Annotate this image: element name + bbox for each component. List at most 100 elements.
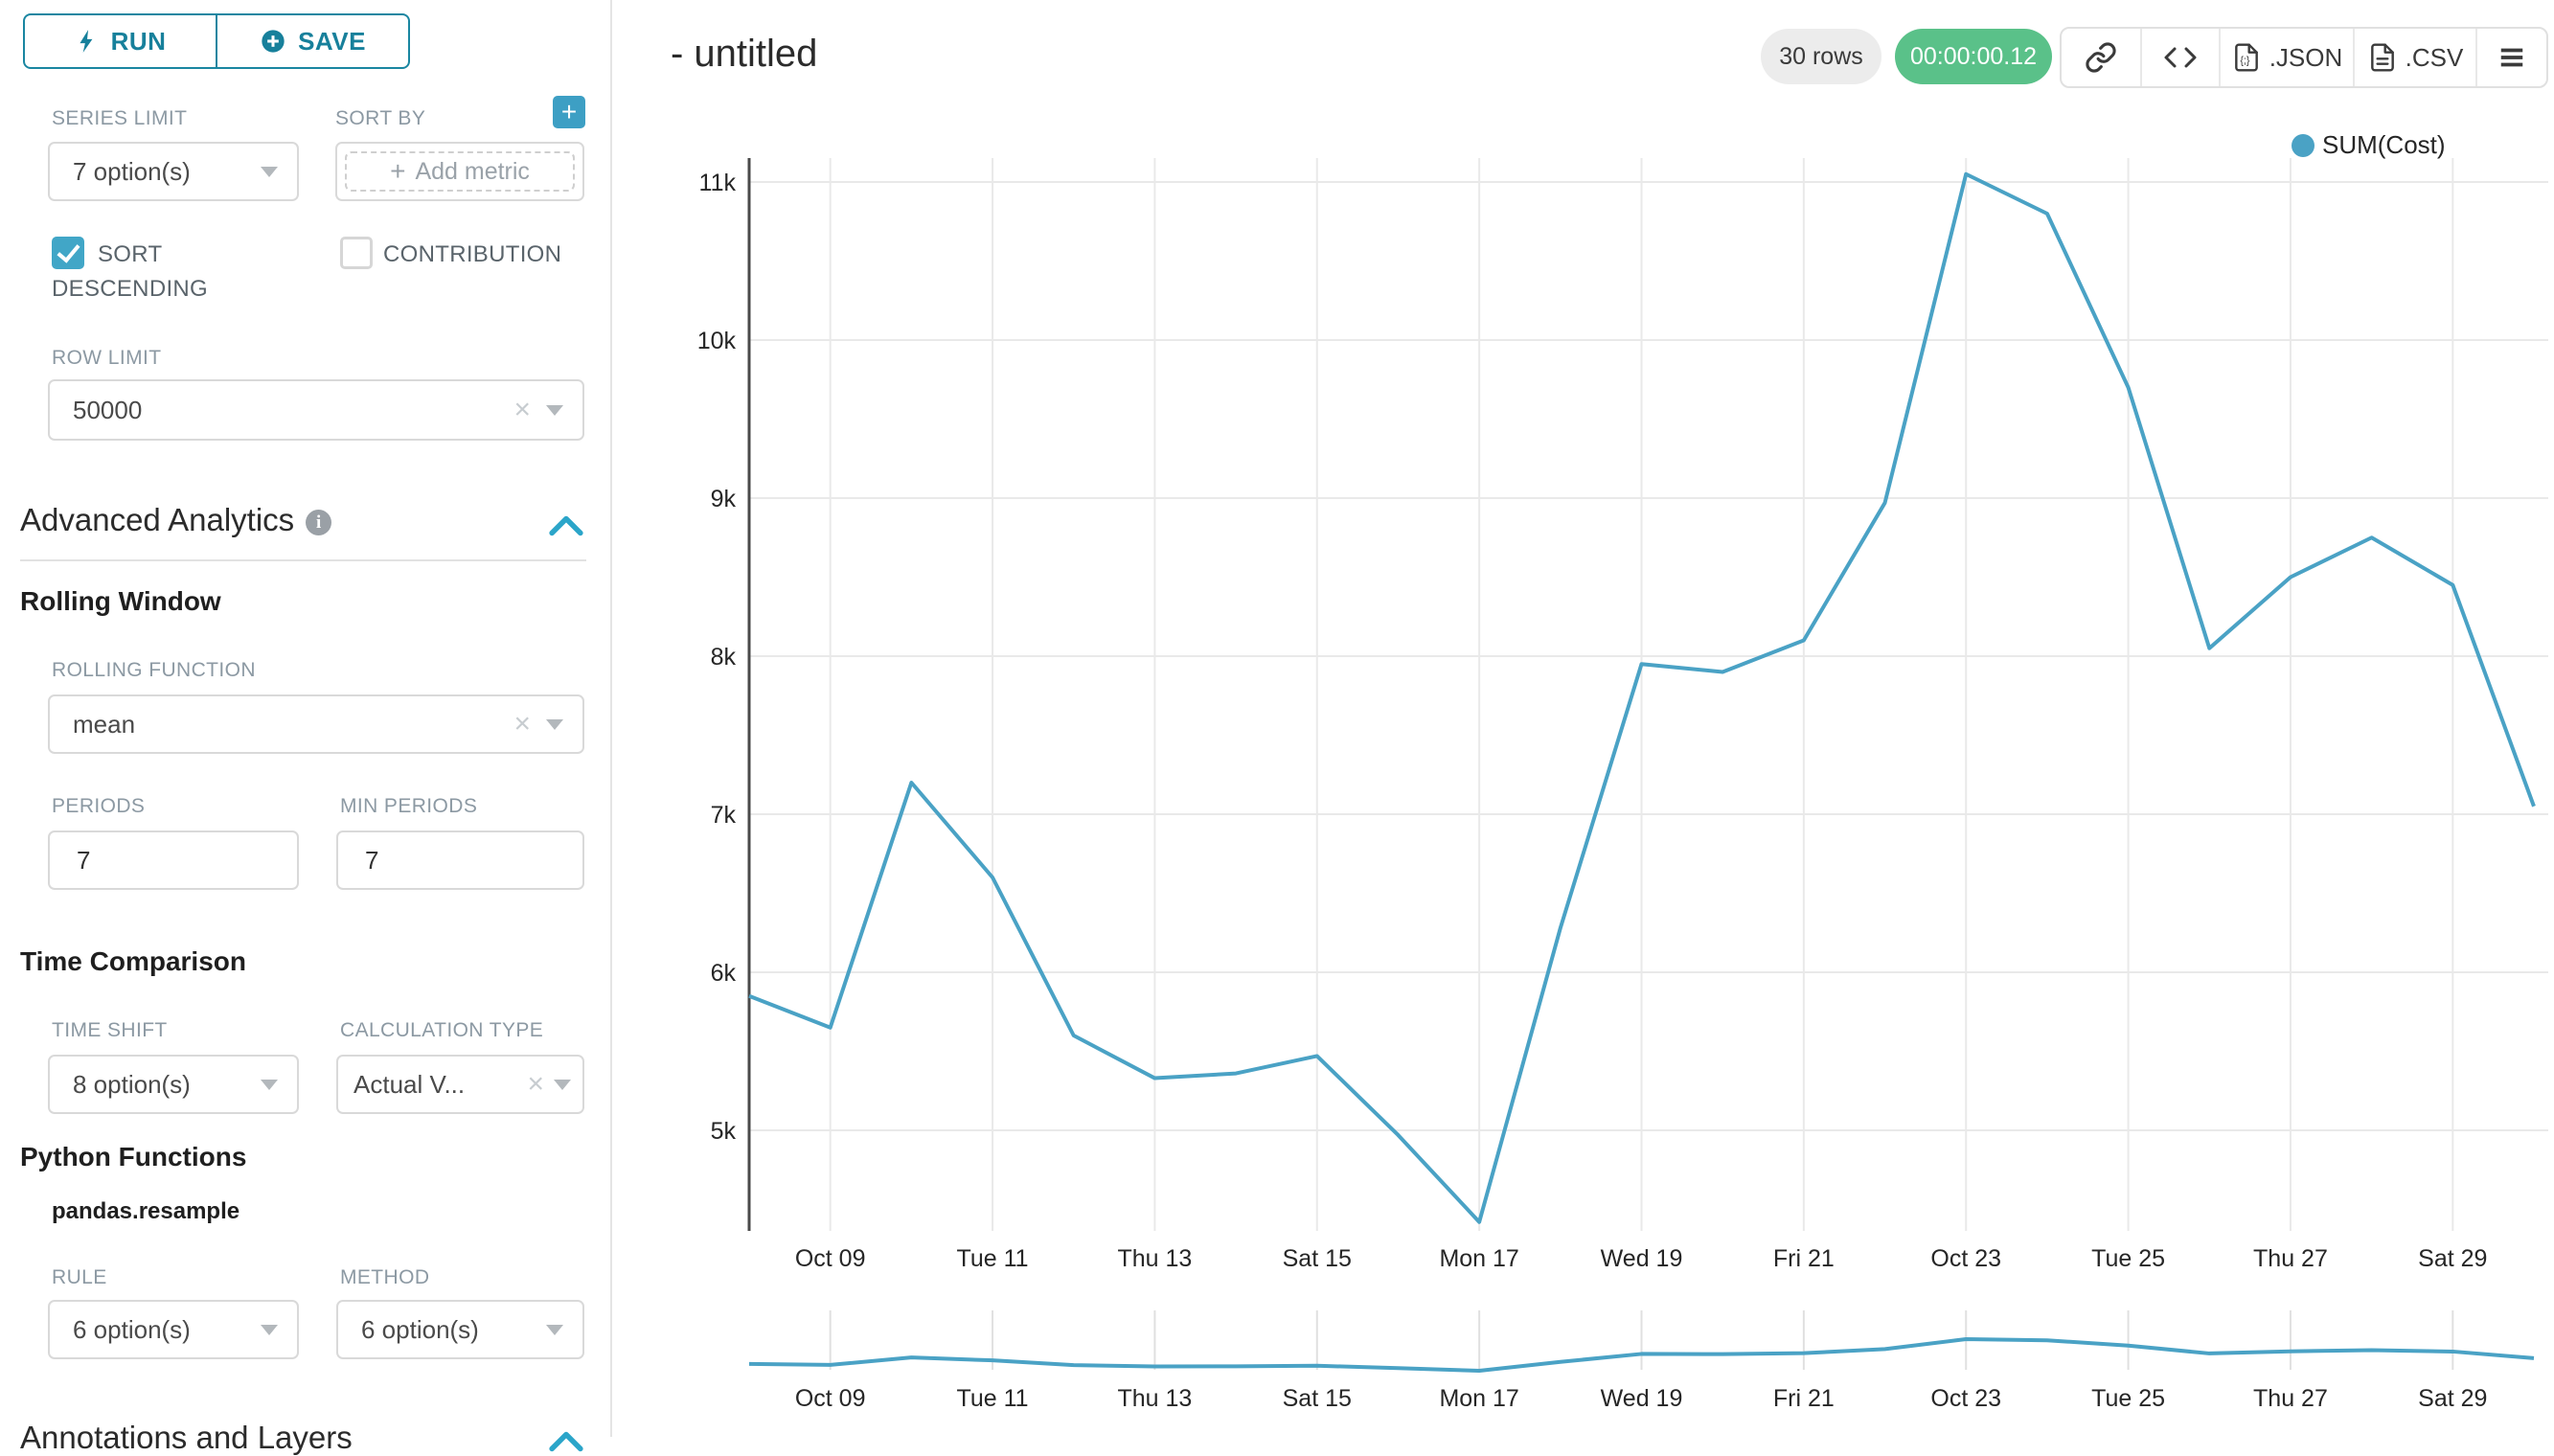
y-tick-label: 9k [711, 486, 737, 512]
pandas-resample-label: pandas.resample [52, 1198, 240, 1224]
rolling-function-label: ROLLING FUNCTION [52, 659, 256, 681]
row-limit-select[interactable]: 50000 × [48, 379, 584, 441]
export-csv-label: .CSV [2405, 42, 2464, 72]
method-select[interactable]: 6 option(s) [336, 1300, 584, 1359]
mini-x-tick-label: Oct 23 [1930, 1385, 2001, 1412]
rolling-window-subheader: Rolling Window [20, 586, 221, 616]
advanced-analytics-header[interactable]: Advanced Analytics i [20, 502, 332, 538]
x-tick-label: Tue 25 [2091, 1245, 2165, 1272]
chart-menu-button[interactable] [2475, 29, 2546, 86]
sort-descending-label-line2: DESCENDING [52, 276, 209, 302]
clear-icon[interactable]: × [513, 708, 531, 739]
legend-dot-icon [2292, 133, 2315, 157]
clear-icon[interactable]: × [513, 394, 531, 425]
x-tick-label: Oct 23 [1930, 1245, 2001, 1272]
time-shift-select[interactable]: 8 option(s) [48, 1055, 299, 1114]
periods-input[interactable]: 7 [48, 830, 299, 890]
periods-label: PERIODS [52, 795, 146, 817]
export-csv-button[interactable]: .CSV [2353, 29, 2475, 86]
mini-series-line [748, 1337, 2535, 1373]
series-limit-select[interactable]: 7 option(s) [48, 142, 299, 201]
x-tick-label: Thu 27 [2253, 1245, 2328, 1272]
x-tick-label: Sat 29 [2418, 1245, 2487, 1272]
view-query-button[interactable] [2140, 29, 2219, 86]
mini-x-tick-label: Sat 29 [2418, 1385, 2487, 1412]
chevron-down-icon [546, 1324, 563, 1335]
rows-count-badge: 30 rows [1761, 29, 1881, 84]
x-tick-label: Thu 13 [1117, 1245, 1192, 1272]
section-divider [20, 559, 586, 561]
run-button[interactable]: RUN [25, 15, 216, 67]
collapse-chevron-up-icon[interactable] [548, 1429, 584, 1454]
mini-x-tick-label: Oct 09 [795, 1385, 866, 1412]
code-icon [2164, 47, 2197, 68]
contribution-checkbox[interactable] [340, 237, 373, 269]
add-metric-button[interactable]: + Add metric [345, 151, 575, 192]
min-periods-input[interactable]: 7 [336, 830, 584, 890]
y-tick-label: 8k [711, 644, 737, 671]
rule-select[interactable]: 6 option(s) [48, 1300, 299, 1359]
y-tick-label: 11k [699, 170, 737, 196]
method-label: METHOD [340, 1266, 430, 1288]
rule-label: RULE [52, 1266, 107, 1288]
chart-title[interactable]: - untitled [671, 33, 818, 75]
clear-icon[interactable]: × [527, 1068, 544, 1100]
y-tick-label: 6k [711, 960, 737, 987]
chevron-down-icon [546, 718, 563, 730]
x-tick-label: Mon 17 [1439, 1245, 1518, 1272]
chevron-down-icon [546, 404, 563, 416]
control-panel: RUN SAVE SERIES LIMIT SORT BY + 7 option… [0, 0, 612, 1455]
save-button[interactable]: SAVE [216, 15, 408, 67]
hamburger-menu-icon [2500, 48, 2523, 67]
x-tick-label: Sat 15 [1283, 1245, 1352, 1272]
mini-x-tick-label: Thu 13 [1117, 1385, 1192, 1412]
mini-x-tick-label: Fri 21 [1773, 1385, 1835, 1412]
chart-actions-toolbar: {;} .JSON .CSV [2060, 27, 2548, 88]
python-functions-subheader: Python Functions [20, 1142, 247, 1172]
x-tick-label: Oct 09 [795, 1245, 866, 1272]
plus-icon: + [390, 156, 406, 186]
chart-legend[interactable]: SUM(Cost) [2292, 130, 2446, 160]
mini-x-tick-label: Mon 17 [1439, 1385, 1518, 1412]
rolling-function-select[interactable]: mean × [48, 694, 584, 754]
series-limit-label: SERIES LIMIT [52, 107, 188, 129]
y-tick-label: 5k [711, 1118, 737, 1145]
sort-descending-checkbox[interactable] [52, 237, 84, 269]
chevron-down-icon [261, 1324, 278, 1335]
lightning-bolt-icon [79, 30, 92, 53]
time-comparison-subheader: Time Comparison [20, 946, 246, 976]
link-icon [2086, 42, 2116, 73]
plus-circle-icon [262, 30, 285, 53]
y-tick-label: 10k [697, 328, 737, 354]
sort-by-control: + Add metric [335, 142, 584, 201]
query-timer-badge: 00:00:00.12 [1895, 29, 2052, 84]
calculation-type-select[interactable]: Actual V... × [336, 1055, 584, 1114]
mini-x-tick-label: Tue 25 [2091, 1385, 2165, 1412]
legend-label: SUM(Cost) [2322, 130, 2446, 159]
annotations-layers-header[interactable]: Annotations and Layers [20, 1420, 353, 1455]
contribution-label: CONTRIBUTION [383, 241, 562, 267]
json-file-icon: {;} [2234, 43, 2258, 72]
min-periods-label: MIN PERIODS [340, 795, 478, 817]
mini-x-tick-label: Sat 15 [1283, 1385, 1352, 1412]
x-tick-label: Fri 21 [1773, 1245, 1835, 1272]
x-tick-label: Wed 19 [1601, 1245, 1683, 1272]
export-json-label: .JSON [2269, 42, 2343, 72]
mini-x-tick-label: Thu 27 [2253, 1385, 2328, 1412]
svg-text:{;}: {;} [2240, 56, 2250, 67]
calculation-type-label: CALCULATION TYPE [340, 1019, 544, 1041]
y-tick-label: 7k [711, 802, 737, 829]
add-sort-metric-plus-button[interactable]: + [553, 96, 585, 128]
mini-x-tick-label: Tue 11 [957, 1385, 1029, 1412]
collapse-chevron-up-icon[interactable] [548, 513, 584, 538]
time-shift-label: TIME SHIFT [52, 1019, 168, 1041]
mini-x-tick-label: Wed 19 [1601, 1385, 1683, 1412]
series-line [748, 171, 2536, 1224]
info-icon[interactable]: i [306, 510, 332, 535]
chevron-down-icon [261, 166, 278, 177]
sort-descending-label-line1: SORT [98, 241, 163, 267]
export-json-button[interactable]: {;} .JSON [2219, 29, 2353, 86]
copy-link-button[interactable] [2062, 29, 2140, 86]
row-limit-label: ROW LIMIT [52, 347, 162, 369]
